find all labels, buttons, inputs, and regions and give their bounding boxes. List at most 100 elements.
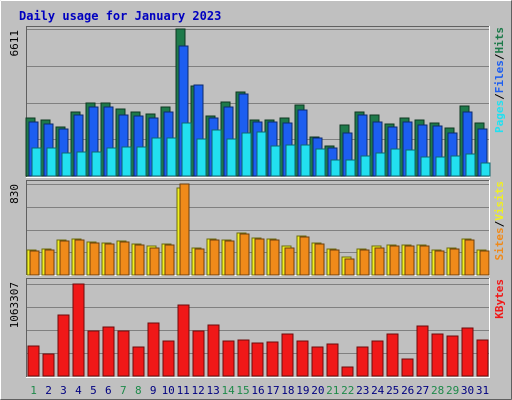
- bar-pages-day-16: [256, 131, 267, 177]
- bar-pages-day-1: [31, 147, 42, 177]
- x-label-day-25: 25: [386, 384, 399, 397]
- axis-label-part: Hits: [493, 27, 506, 54]
- bar-sites-day-13: [209, 239, 220, 276]
- bar-sites-day-21: [329, 249, 340, 276]
- x-label-day-19: 19: [296, 384, 309, 397]
- bar-sites-day-25: [389, 245, 400, 276]
- bar-kbytes-day-19: [296, 340, 309, 377]
- x-label-day-18: 18: [281, 384, 294, 397]
- bar-sites-day-19: [299, 236, 310, 276]
- bar-sites-day-24: [374, 247, 385, 276]
- bar-sites-day-14: [224, 240, 235, 276]
- bar-pages-day-18: [285, 144, 296, 177]
- bar-kbytes-day-2: [42, 353, 55, 377]
- bar-kbytes-day-26: [401, 358, 414, 377]
- bar-pages-day-30: [465, 153, 476, 177]
- x-label-day-1: 1: [30, 384, 37, 397]
- bar-pages-day-24: [375, 152, 386, 177]
- x-label-day-15: 15: [236, 384, 249, 397]
- bar-kbytes-day-8: [132, 346, 145, 377]
- panel-bottom: [26, 278, 490, 378]
- bar-sites-day-26: [404, 245, 415, 276]
- x-label-day-5: 5: [90, 384, 97, 397]
- bar-sites-day-30: [464, 239, 475, 276]
- chart-title: Daily usage for January 2023: [19, 9, 221, 23]
- bar-kbytes-day-29: [446, 335, 459, 377]
- bar-sites-day-6: [104, 243, 115, 276]
- bar-pages-day-19: [300, 144, 311, 177]
- x-label-day-27: 27: [416, 384, 429, 397]
- bar-pages-day-21: [330, 159, 341, 177]
- bar-sites-day-27: [419, 245, 430, 276]
- bar-pages-day-12: [196, 138, 207, 177]
- axis-label-bottom: KBytes: [493, 279, 506, 319]
- bar-kbytes-day-3: [57, 314, 70, 377]
- chart-panels: [25, 26, 491, 378]
- axis-label-middle: Sites/Visits: [493, 181, 506, 261]
- ymax-label-middle: 830: [8, 184, 21, 204]
- bar-kbytes-day-6: [102, 326, 115, 377]
- bar-sites-day-16: [254, 238, 265, 276]
- bar-sites-day-15: [239, 233, 250, 276]
- bar-pages-day-3: [61, 152, 72, 177]
- bar-kbytes-day-9: [147, 322, 160, 377]
- bar-sites-day-1: [29, 250, 40, 276]
- y-axis-labels: 6611Pages/Files/Hits830Sites/Visits10633…: [8, 27, 506, 328]
- bar-kbytes-day-31: [476, 339, 489, 377]
- x-label-day-26: 26: [401, 384, 414, 397]
- bar-pages-day-11: [181, 122, 192, 177]
- panel-top: [25, 26, 491, 178]
- x-label-day-6: 6: [105, 384, 112, 397]
- bar-pages-day-7: [121, 146, 132, 177]
- bar-pages-day-9: [151, 137, 162, 177]
- bar-sites-day-12: [194, 248, 205, 276]
- x-label-day-13: 13: [206, 384, 219, 397]
- bar-sites-day-22: [344, 258, 355, 276]
- x-label-day-24: 24: [371, 384, 385, 397]
- bar-sites-day-9: [149, 247, 160, 276]
- x-label-day-20: 20: [311, 384, 324, 397]
- bar-pages-day-28: [435, 156, 446, 177]
- axis-label-part: /: [493, 53, 506, 60]
- x-label-day-29: 29: [446, 384, 459, 397]
- bar-kbytes-day-1: [27, 345, 40, 377]
- bar-sites-day-23: [359, 249, 370, 276]
- bar-pages-day-22: [345, 159, 356, 177]
- bar-kbytes-day-10: [162, 340, 175, 377]
- bar-pages-day-14: [226, 138, 237, 177]
- bar-pages-day-4: [76, 151, 87, 177]
- x-label-day-12: 12: [191, 384, 204, 397]
- bar-kbytes-day-17: [266, 341, 279, 377]
- x-label-day-17: 17: [266, 384, 279, 397]
- x-label-day-31: 31: [476, 384, 489, 397]
- x-label-day-9: 9: [150, 384, 157, 397]
- bar-pages-day-23: [360, 155, 371, 177]
- x-label-day-3: 3: [60, 384, 67, 397]
- bar-kbytes-day-15: [237, 339, 250, 377]
- bar-kbytes-day-13: [207, 324, 220, 377]
- bar-kbytes-day-11: [177, 304, 190, 377]
- bar-sites-day-3: [59, 240, 70, 276]
- bar-sites-day-8: [134, 244, 145, 276]
- bar-sites-day-5: [89, 242, 100, 276]
- bar-sites-day-2: [44, 249, 55, 276]
- bar-pages-day-5: [91, 151, 102, 177]
- bar-pages-day-29: [450, 155, 461, 177]
- bar-pages-day-6: [106, 147, 117, 177]
- axis-label-part: Sites: [493, 227, 506, 260]
- bar-pages-day-27: [420, 156, 431, 177]
- bar-kbytes-day-20: [311, 346, 324, 377]
- bar-pages-day-2: [46, 147, 57, 177]
- bar-kbytes-day-23: [356, 346, 369, 377]
- bar-sites-day-11: [179, 183, 190, 276]
- bar-pages-day-15: [241, 132, 252, 177]
- bar-pages-day-13: [211, 129, 222, 177]
- x-label-day-11: 11: [177, 384, 190, 397]
- bar-kbytes-day-18: [281, 333, 294, 377]
- bar-kbytes-day-12: [192, 330, 205, 377]
- x-label-day-7: 7: [120, 384, 127, 397]
- x-label-day-30: 30: [461, 384, 474, 397]
- bar-sites-day-31: [479, 250, 490, 276]
- x-label-day-14: 14: [221, 384, 235, 397]
- ymax-label-bottom: 1063307: [8, 282, 21, 328]
